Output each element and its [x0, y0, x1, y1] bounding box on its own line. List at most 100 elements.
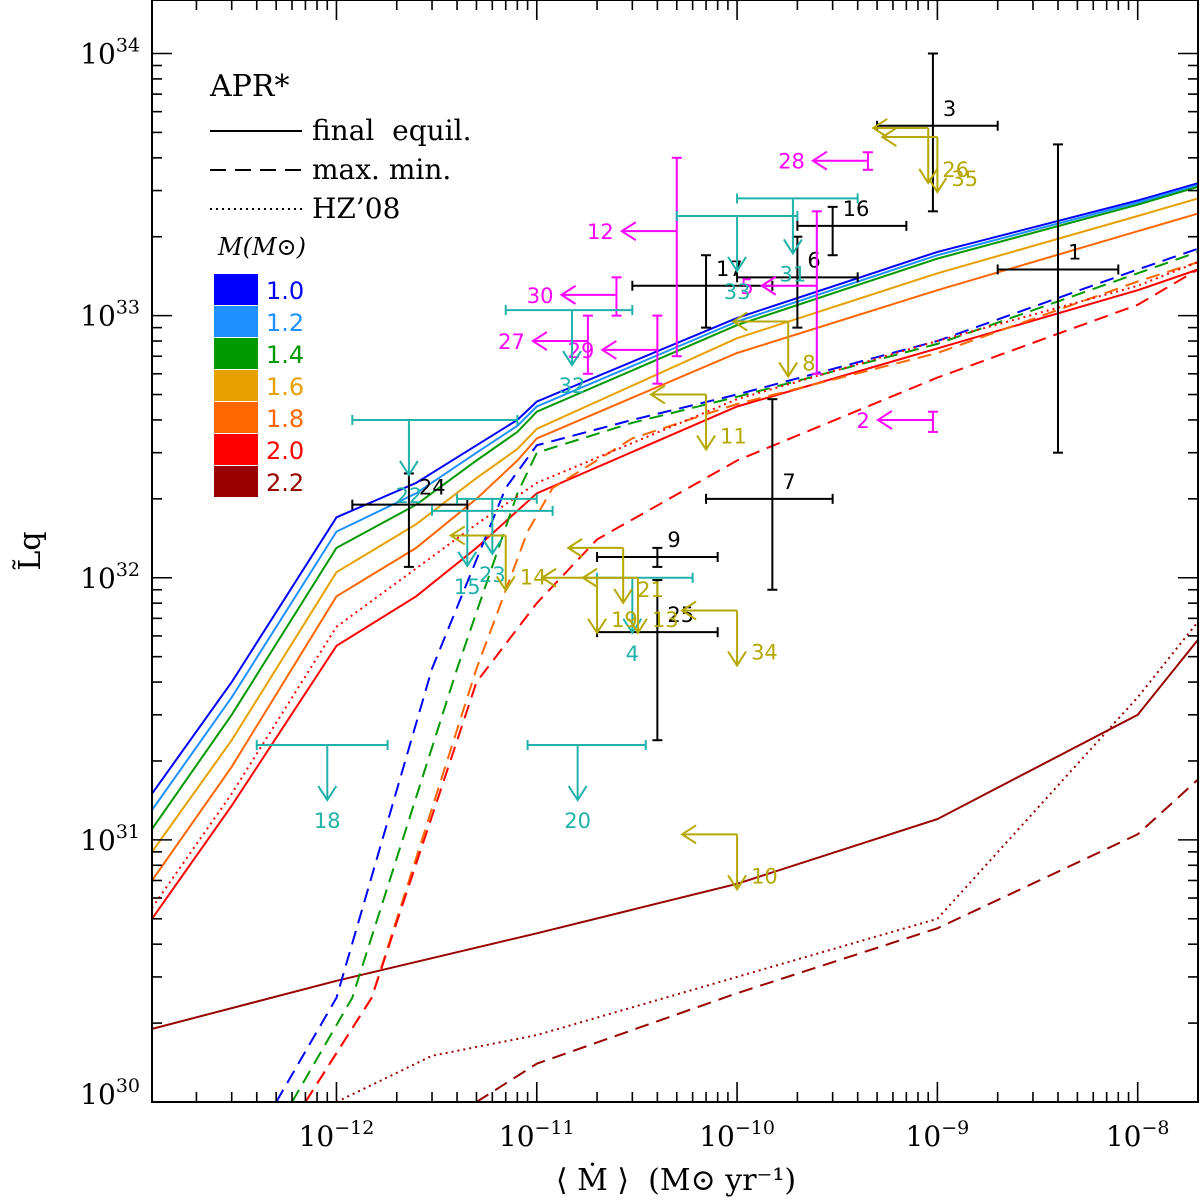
source-label: 20 — [564, 809, 591, 833]
legend: APR* final equil. max. min. HZ’08 M(M⊙) … — [209, 69, 472, 497]
source-label: 28 — [778, 150, 805, 174]
y-tick-exp: 33 — [116, 297, 140, 319]
mass-label: 1.6 — [266, 373, 304, 401]
source-18: 18 — [255, 740, 389, 833]
y-tick-label: 1032 — [80, 559, 140, 595]
limit-arrow-head — [876, 410, 893, 430]
source-24: 24 — [351, 472, 469, 568]
series-line-11 — [304, 261, 1199, 1102]
x-tick-exp: −12 — [334, 1117, 374, 1139]
limit-arrow-head — [399, 460, 419, 477]
source-label: 30 — [527, 284, 554, 308]
mass-swatch — [214, 402, 258, 433]
x-tick-label: 10−9 — [906, 1117, 970, 1153]
source-12: 12 — [587, 156, 682, 358]
limit-arrow-head — [562, 350, 582, 367]
source-label: 33 — [724, 280, 751, 304]
series-line-8 — [336, 621, 1199, 1102]
source-27: 27 — [498, 314, 593, 375]
source-label: 13 — [652, 608, 679, 632]
mass-label: 1.4 — [266, 341, 304, 369]
limit-arrow-head — [482, 539, 503, 556]
limit-arrow-head — [613, 588, 634, 605]
model-curves — [152, 182, 1199, 1102]
x-tick-base: 10 — [699, 1120, 735, 1153]
limit-arrow-head — [495, 575, 516, 593]
legend-title: APR* — [209, 69, 289, 104]
source-label: 18 — [314, 809, 341, 833]
limit-arrow-head — [567, 785, 588, 802]
source-28: 28 — [778, 150, 873, 174]
limit-arrow-head — [880, 127, 897, 147]
source-1: 1 — [996, 143, 1120, 454]
limit-arrow-head — [811, 150, 828, 171]
source-22: 22 — [351, 414, 519, 508]
y-tick-label: 1033 — [80, 297, 140, 333]
y-tick-exp: 31 — [116, 821, 140, 843]
source-label: 34 — [751, 641, 778, 665]
source-label: 35 — [951, 167, 978, 191]
mass-label: 2.2 — [266, 469, 304, 497]
source-label: 10 — [751, 864, 778, 888]
legend-solid-label: final equil. — [312, 114, 472, 147]
limit-arrow-head — [731, 311, 748, 332]
x-tick-label: 10−11 — [499, 1117, 575, 1153]
limit-arrow-head — [559, 285, 577, 305]
source-label: 12 — [587, 220, 614, 244]
mass-legend: 1.0 1.2 1.4 1.6 1.8 2.0 2.2 — [214, 274, 304, 497]
y-axis-label: L̃q — [13, 531, 48, 570]
axes: 10−12 10−11 10−10 10−9 10−810301031103210331… — [80, 0, 1199, 1153]
series-line-3 — [152, 197, 1199, 853]
limit-arrow-head — [587, 618, 607, 635]
limit-arrow-head — [649, 384, 666, 405]
source-16: 16 — [796, 197, 908, 257]
limit-arrow-head — [457, 551, 478, 568]
series-line-1 — [152, 184, 1199, 811]
series-line-10 — [291, 250, 1199, 1102]
source-label: 26 — [942, 158, 969, 182]
limit-arrow-head — [619, 221, 637, 242]
limit-arrow-head — [448, 525, 466, 546]
series-line-4 — [152, 212, 1199, 882]
limit-arrow-head — [317, 785, 338, 802]
limit-arrow-head — [783, 238, 803, 256]
limit-arrow-head — [680, 600, 697, 621]
y-tick-base: 10 — [80, 562, 116, 595]
source-label: 7 — [782, 470, 795, 494]
y-tick-exp: 30 — [116, 1075, 140, 1097]
mass-label: 1.2 — [266, 309, 304, 337]
source-label: 15 — [454, 575, 481, 599]
source-label: 32 — [559, 374, 586, 398]
source-label: 21 — [637, 578, 664, 602]
y-tick-label: 1034 — [80, 35, 140, 71]
limit-arrow-head — [759, 275, 777, 296]
x-tick-base: 10 — [499, 1120, 535, 1153]
series-line-2 — [152, 185, 1199, 830]
limit-arrow-head — [628, 618, 648, 635]
mass-swatch — [214, 274, 258, 305]
legend-dotted-label: HZ’08 — [312, 192, 400, 225]
x-tick-exp: −11 — [535, 1117, 575, 1139]
y-tick-base: 10 — [80, 824, 116, 857]
source-13: 13 — [581, 567, 679, 635]
mass-swatch — [214, 306, 258, 337]
limit-arrow-head — [727, 874, 747, 892]
y-tick-label: 1030 — [80, 1075, 140, 1111]
legend-dashed-label: max. min. — [312, 153, 451, 186]
source-25: 25 — [596, 579, 719, 742]
source-label: 2 — [857, 409, 870, 433]
x-tick-label: 10−12 — [299, 1117, 375, 1153]
limit-arrow-head — [600, 340, 617, 360]
source-label: 22 — [396, 484, 423, 508]
source-label: 1 — [1068, 240, 1081, 264]
source-label: 19 — [611, 608, 638, 632]
limit-arrow-head — [918, 168, 939, 185]
source-label: 27 — [498, 330, 525, 354]
source-20: 20 — [526, 740, 647, 833]
source-14: 14 — [448, 525, 546, 593]
source-label: 6 — [807, 248, 820, 272]
x-tick-label: 10−8 — [1106, 1117, 1170, 1153]
legend-mass-title: M(M⊙) — [217, 233, 306, 261]
mass-label: 2.0 — [266, 437, 304, 465]
y-tick-exp: 32 — [116, 559, 140, 581]
